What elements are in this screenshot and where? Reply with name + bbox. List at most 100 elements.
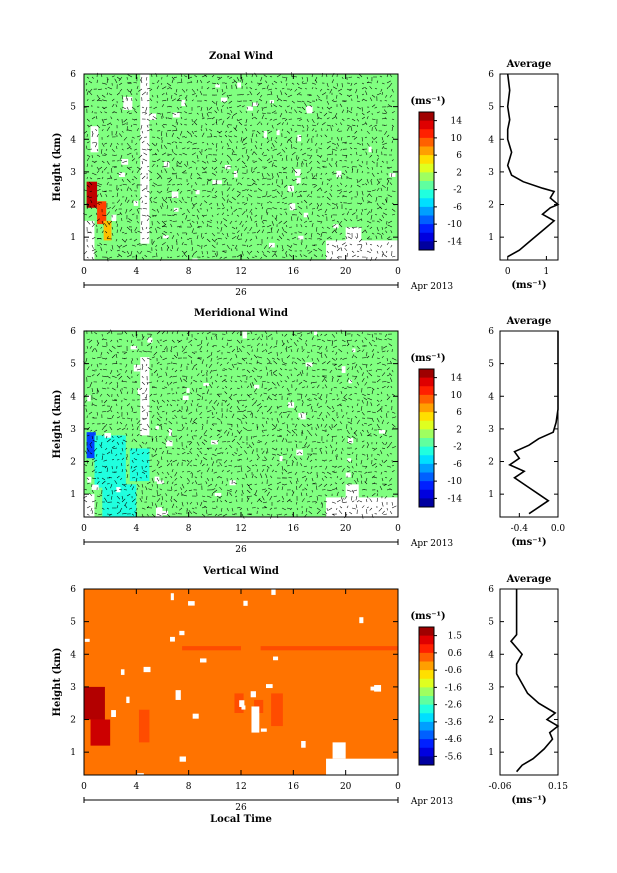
missing-cell: [341, 366, 346, 373]
average-frame: [499, 330, 559, 518]
colorbar-tick: 10: [451, 134, 463, 144]
colorbar-segment: [419, 420, 434, 430]
missing-cell: [266, 684, 273, 689]
colorbar-segment: [419, 181, 434, 191]
missing-cell: [111, 214, 117, 221]
heatmap-base: [84, 589, 398, 775]
missing-data: [251, 706, 260, 733]
missing-cell: [104, 433, 111, 438]
missing-cell: [289, 203, 296, 211]
missing-cell: [163, 235, 169, 239]
colorbar-segment: [419, 137, 434, 147]
missing-cell: [347, 438, 354, 444]
heatmap-patch: [86, 432, 96, 459]
missing-cell: [345, 472, 351, 478]
colorbar-tick: -10: [448, 477, 463, 487]
colorbar-segment: [419, 446, 434, 456]
missing-cell: [118, 172, 125, 177]
y-tick-label: 4: [70, 650, 76, 660]
heatmap-patch: [97, 201, 107, 225]
y-tick-label: 2: [70, 458, 76, 468]
colorbar-segment: [419, 644, 434, 654]
x-tick-label: 8: [186, 267, 192, 277]
colorbar-tick: -2.6: [445, 701, 463, 711]
x-tick-label: 0: [81, 524, 87, 534]
missing-cell: [297, 134, 302, 142]
colorbar-segment: [419, 739, 434, 749]
date-label: 26: [235, 803, 247, 813]
missing-cell: [166, 440, 173, 447]
missing-cell: [133, 200, 139, 206]
missing-cell: [211, 440, 218, 445]
missing-cell: [233, 170, 238, 178]
heatmap-patch: [94, 435, 126, 488]
date-label: 26: [235, 288, 247, 298]
colorbar-segment: [419, 713, 434, 723]
missing-cell: [199, 658, 207, 663]
colorbar-tick: 14: [451, 374, 463, 384]
missing-cell: [192, 713, 199, 719]
missing-cell: [313, 331, 318, 336]
missing-cell: [87, 395, 91, 402]
missing-cell: [359, 617, 364, 624]
average-profile-line: [509, 589, 560, 773]
colorbar-segment: [419, 463, 434, 473]
missing-cell: [126, 696, 130, 704]
month-label: Apr 2013: [410, 797, 454, 807]
colorbar-segment: [419, 386, 434, 396]
missing-cell: [214, 492, 222, 497]
colorbar-segment: [419, 489, 434, 499]
colorbar-segment: [419, 704, 434, 714]
missing-cell: [241, 705, 246, 710]
average-y-tick: 4: [488, 650, 494, 660]
colorbar-segment: [419, 112, 434, 122]
average-title: Average: [506, 316, 552, 327]
colorbar-unit: (ms⁻¹): [410, 611, 445, 622]
colorbar-segment: [419, 635, 434, 645]
heatmap-patch: [138, 709, 150, 743]
heatmap-field: [84, 589, 398, 780]
y-tick-label: 4: [70, 135, 76, 145]
colorbar-segment: [419, 756, 434, 766]
y-tick-label: 1: [70, 233, 76, 243]
missing-cell: [154, 476, 160, 482]
average-y-tick: 2: [488, 716, 494, 726]
missing-cell: [91, 484, 99, 490]
missing-cell: [137, 773, 144, 780]
missing-cell: [374, 685, 382, 692]
missing-cell: [215, 180, 222, 184]
colorbar-segment: [419, 429, 434, 439]
colorbar-tick: -0.6: [445, 666, 463, 676]
missing-data: [84, 494, 95, 517]
missing-cell: [237, 82, 242, 88]
x-tick-label: 0: [395, 782, 401, 792]
average-y-tick: 2: [488, 458, 494, 468]
average-title: Average: [506, 574, 552, 585]
colorbar-segment: [419, 146, 434, 156]
missing-cell: [170, 636, 175, 642]
average-x-label: (ms⁻¹): [511, 280, 546, 291]
colorbar-segment: [419, 232, 434, 242]
missing-cell: [137, 389, 142, 395]
heatmap-patch: [84, 686, 105, 720]
missing-cell: [182, 395, 189, 401]
x-tick-label: 20: [340, 524, 352, 534]
missing-cell: [170, 593, 174, 601]
colorbar-tick: -2: [453, 443, 462, 453]
average-y-tick: 1: [488, 748, 494, 758]
average-x-tick: -0.4: [511, 524, 529, 534]
colorbar-segment: [419, 472, 434, 482]
average-y-tick: 6: [488, 70, 494, 80]
missing-cell: [149, 113, 157, 120]
x-tick-label: 4: [133, 524, 139, 534]
colorbar-tick: -6: [453, 460, 462, 470]
missing-cell: [229, 480, 236, 486]
colorbar-segment: [419, 198, 434, 208]
missing-cell: [239, 700, 245, 707]
average-y-tick: 3: [488, 683, 494, 693]
colorbar-segment: [419, 394, 434, 404]
colorbar-tick: -10: [448, 220, 463, 230]
missing-cell: [246, 106, 253, 111]
average-y-tick: 5: [488, 360, 494, 370]
